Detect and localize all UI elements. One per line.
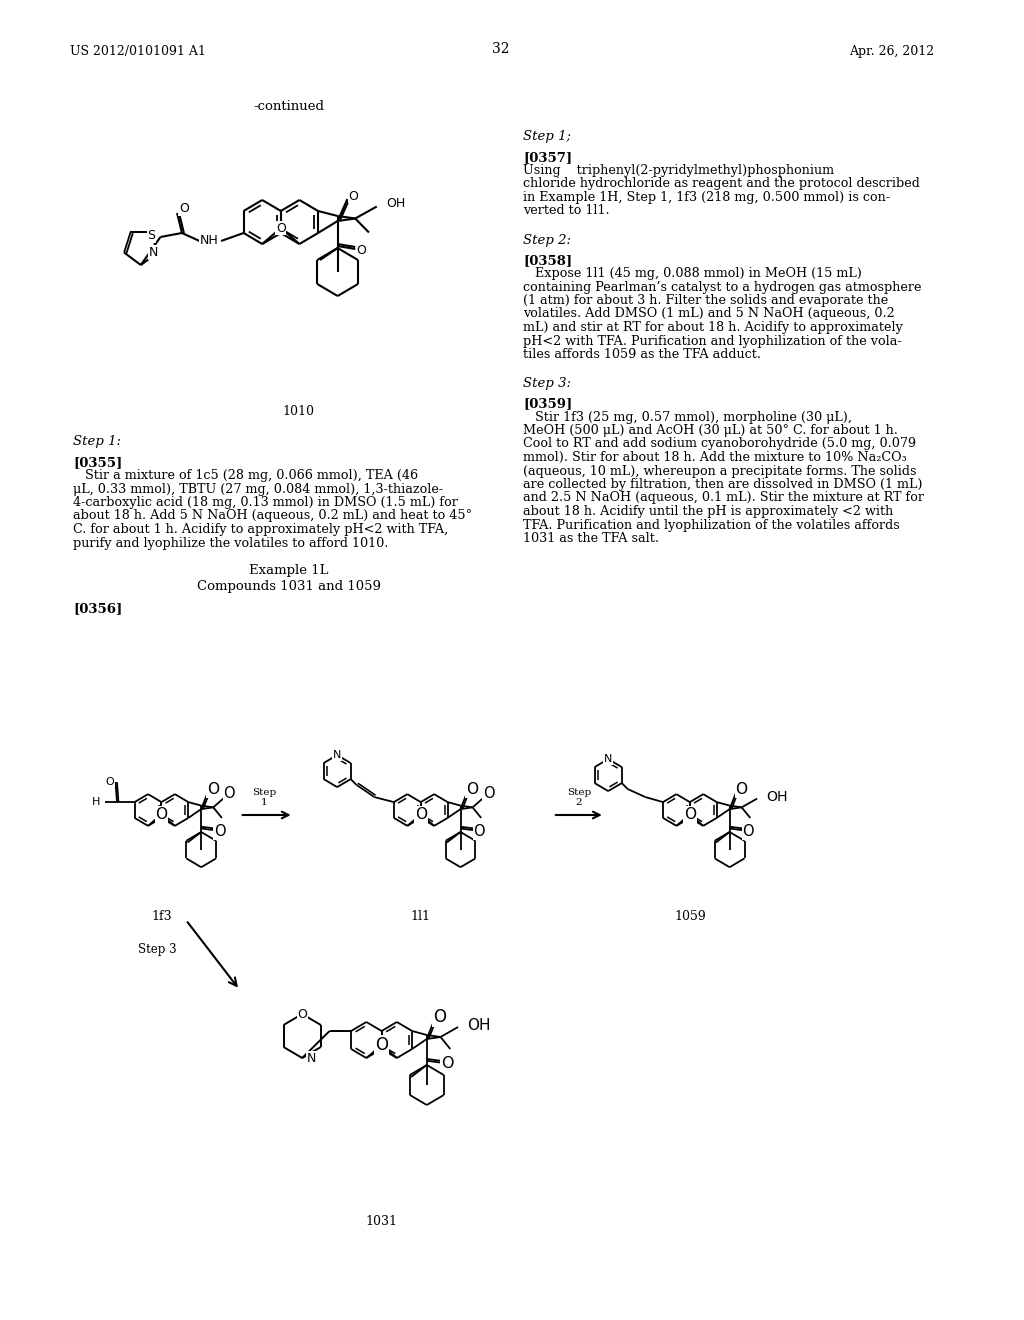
Text: O: O — [105, 777, 115, 787]
Text: OH: OH — [386, 197, 406, 210]
Text: volatiles. Add DMSO (1 mL) and 5 N NaOH (aqueous, 0.2: volatiles. Add DMSO (1 mL) and 5 N NaOH … — [523, 308, 895, 321]
Text: Step 3: Step 3 — [137, 944, 176, 957]
Text: Expose 1l1 (45 mg, 0.088 mmol) in MeOH (15 mL): Expose 1l1 (45 mg, 0.088 mmol) in MeOH (… — [523, 267, 862, 280]
Text: are collected by filtration, then are dissolved in DMSO (1 mL): are collected by filtration, then are di… — [523, 478, 923, 491]
Text: purify and lyophilize the volatiles to afford 1010.: purify and lyophilize the volatiles to a… — [74, 536, 389, 549]
Text: Step 1:: Step 1: — [74, 436, 122, 447]
Text: O: O — [297, 1007, 307, 1020]
Text: O: O — [179, 202, 188, 215]
Text: O: O — [207, 781, 219, 797]
Text: O: O — [433, 1008, 446, 1026]
Text: 1l1: 1l1 — [411, 909, 431, 923]
Text: Example 1L: Example 1L — [249, 564, 329, 577]
Text: TFA. Purification and lyophilization of the volatiles affords: TFA. Purification and lyophilization of … — [523, 519, 900, 532]
Text: μL, 0.33 mmol), TBTU (27 mg, 0.084 mmol), 1,3-thiazole-: μL, 0.33 mmol), TBTU (27 mg, 0.084 mmol)… — [74, 483, 443, 495]
Text: 1031 as the TFA salt.: 1031 as the TFA salt. — [523, 532, 659, 545]
Text: O: O — [375, 1036, 388, 1053]
Text: N: N — [307, 1052, 316, 1064]
Text: -continued: -continued — [253, 100, 325, 114]
Text: Step 2:: Step 2: — [523, 234, 571, 247]
Text: MeOH (500 μL) and AcOH (30 μL) at 50° C. for about 1 h.: MeOH (500 μL) and AcOH (30 μL) at 50° C.… — [523, 424, 898, 437]
Text: [0355]: [0355] — [74, 455, 123, 469]
Text: OH: OH — [766, 789, 787, 804]
Text: O: O — [223, 787, 236, 801]
Text: and 2.5 N NaOH (aqueous, 0.1 mL). Stir the mixture at RT for: and 2.5 N NaOH (aqueous, 0.1 mL). Stir t… — [523, 491, 925, 504]
Text: 32: 32 — [493, 42, 510, 55]
Text: N: N — [333, 750, 341, 760]
Text: Stir a mixture of 1c5 (28 mg, 0.066 mmol), TEA (46: Stir a mixture of 1c5 (28 mg, 0.066 mmol… — [74, 469, 419, 482]
Text: C. for about 1 h. Acidify to approximately pH<2 with TFA,: C. for about 1 h. Acidify to approximate… — [74, 523, 449, 536]
Text: NH: NH — [200, 235, 219, 248]
Text: verted to 1l1.: verted to 1l1. — [523, 205, 610, 218]
Text: O: O — [441, 1056, 454, 1072]
Text: chloride hydrochloride as reagent and the protocol described: chloride hydrochloride as reagent and th… — [523, 177, 921, 190]
Text: N: N — [604, 754, 612, 764]
Text: Step 3:: Step 3: — [523, 378, 571, 391]
Text: US 2012/0101091 A1: US 2012/0101091 A1 — [71, 45, 206, 58]
Text: S: S — [147, 228, 156, 242]
Text: O: O — [275, 222, 286, 235]
Text: [0359]: [0359] — [523, 397, 572, 411]
Text: Cool to RT and add sodium cyanoborohydride (5.0 mg, 0.079: Cool to RT and add sodium cyanoborohydri… — [523, 437, 916, 450]
Text: O: O — [735, 781, 748, 797]
Text: O: O — [466, 781, 478, 797]
Text: O: O — [356, 243, 366, 256]
Text: pH<2 with TFA. Purification and lyophilization of the vola-: pH<2 with TFA. Purification and lyophili… — [523, 334, 902, 347]
Text: (1 atm) for about 3 h. Filter the solids and evaporate the: (1 atm) for about 3 h. Filter the solids… — [523, 294, 889, 308]
Text: Compounds 1031 and 1059: Compounds 1031 and 1059 — [197, 579, 381, 593]
Text: O: O — [742, 824, 754, 840]
Text: in Example 1H, Step 1, 1f3 (218 mg, 0.500 mmol) is con-: in Example 1H, Step 1, 1f3 (218 mg, 0.50… — [523, 191, 891, 205]
Text: mmol). Stir for about 18 h. Add the mixture to 10% Na₂CO₃: mmol). Stir for about 18 h. Add the mixt… — [523, 451, 907, 465]
Text: [0356]: [0356] — [74, 602, 123, 615]
Text: 1031: 1031 — [366, 1214, 397, 1228]
Text: (aqueous, 10 mL), whereupon a precipitate forms. The solids: (aqueous, 10 mL), whereupon a precipitat… — [523, 465, 918, 478]
Text: about 18 h. Add 5 N NaOH (aqueous, 0.2 mL) and heat to 45°: about 18 h. Add 5 N NaOH (aqueous, 0.2 m… — [74, 510, 472, 523]
Text: Using    triphenyl(2-pyridylmethyl)phosphonium: Using triphenyl(2-pyridylmethyl)phosphon… — [523, 164, 835, 177]
Text: OH: OH — [467, 1018, 490, 1032]
Text: containing Pearlman’s catalyst to a hydrogen gas atmosphere: containing Pearlman’s catalyst to a hydr… — [523, 281, 922, 293]
Text: [0358]: [0358] — [523, 253, 572, 267]
Text: Apr. 26, 2012: Apr. 26, 2012 — [849, 45, 935, 58]
Text: [0357]: [0357] — [523, 150, 572, 164]
Text: about 18 h. Acidify until the pH is approximately <2 with: about 18 h. Acidify until the pH is appr… — [523, 506, 894, 517]
Text: Step 1;: Step 1; — [523, 129, 571, 143]
Text: O: O — [214, 824, 225, 840]
Text: Stir 1f3 (25 mg, 0.57 mmol), morpholine (30 μL),: Stir 1f3 (25 mg, 0.57 mmol), morpholine … — [523, 411, 853, 424]
Text: O: O — [156, 807, 168, 822]
Text: 4-carboxylic acid (18 mg, 0.13 mmol) in DMSO (1.5 mL) for: 4-carboxylic acid (18 mg, 0.13 mmol) in … — [74, 496, 459, 510]
Text: 1010: 1010 — [283, 405, 314, 418]
Text: tiles affords 1059 as the TFA adduct.: tiles affords 1059 as the TFA adduct. — [523, 348, 762, 360]
Text: H: H — [92, 797, 100, 807]
Text: O: O — [415, 807, 427, 822]
Text: O: O — [482, 787, 495, 801]
Text: 1f3: 1f3 — [152, 909, 172, 923]
Text: Step
2: Step 2 — [566, 788, 591, 807]
Text: O: O — [348, 190, 358, 202]
Text: O: O — [684, 807, 696, 822]
Text: Step
1: Step 1 — [252, 788, 276, 807]
Text: O: O — [473, 824, 485, 840]
Text: 1059: 1059 — [674, 909, 706, 923]
Text: mL) and stir at RT for about 18 h. Acidify to approximately: mL) and stir at RT for about 18 h. Acidi… — [523, 321, 903, 334]
Text: N: N — [150, 246, 159, 259]
